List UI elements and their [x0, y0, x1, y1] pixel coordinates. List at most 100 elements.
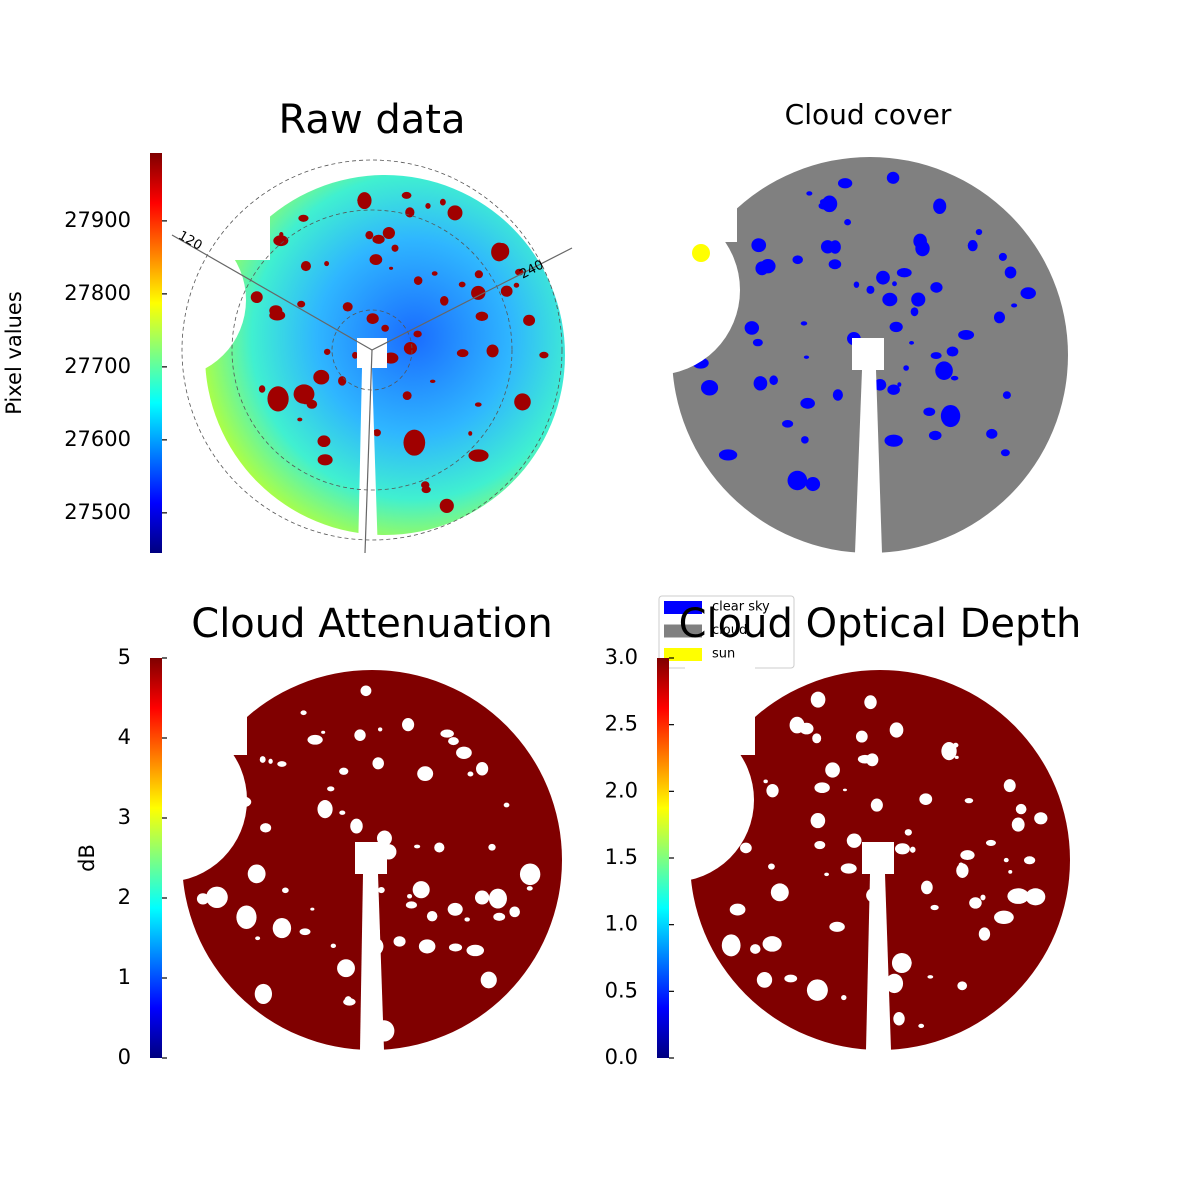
blob [474, 402, 482, 407]
blob [439, 198, 446, 206]
colorbar-label: Pixel values [2, 291, 26, 415]
blob [377, 727, 383, 732]
blob [876, 270, 890, 285]
colorbar-tick-label: 0.0 [605, 1045, 638, 1069]
polar-circle [331, 309, 413, 391]
blob [887, 384, 900, 395]
blob [1000, 449, 1010, 457]
blob [744, 321, 760, 335]
blob [339, 810, 346, 815]
blob [829, 921, 845, 932]
blob [801, 436, 809, 444]
blob [721, 934, 741, 957]
colorbar-tick-label: 0 [118, 1045, 131, 1069]
blob [967, 240, 978, 252]
blob [476, 762, 489, 776]
colorbar-tick-label: 2.5 [605, 712, 638, 736]
blob [980, 894, 986, 901]
blob [837, 178, 853, 189]
blob [412, 881, 430, 899]
blob [750, 944, 761, 954]
blob [500, 285, 513, 297]
blob [402, 391, 412, 401]
blob [447, 205, 463, 221]
blob [933, 198, 947, 215]
blob [812, 733, 822, 744]
colorbar-tick-label: 4 [118, 725, 131, 749]
blob [954, 755, 959, 759]
colorbar-tick-label: 2 [118, 885, 131, 909]
blob [260, 823, 272, 833]
blob [448, 737, 459, 746]
blob [468, 431, 473, 436]
panel-title: Cloud Attenuation [191, 601, 552, 647]
colorbar-tick-label: 27900 [64, 208, 131, 232]
blob [866, 285, 875, 294]
blob [196, 893, 209, 905]
blob [323, 348, 331, 355]
blob [882, 292, 898, 307]
blob [342, 302, 353, 312]
blob [978, 927, 991, 941]
mast-mask [855, 370, 882, 553]
blob [886, 171, 900, 184]
blob [824, 872, 829, 877]
blob [919, 793, 933, 805]
polar-circle [181, 159, 563, 541]
blob [300, 260, 311, 272]
blob [956, 863, 969, 878]
blob [911, 292, 926, 307]
blob [1025, 888, 1046, 906]
blob [330, 943, 336, 948]
blob [354, 729, 366, 741]
blob [357, 192, 372, 210]
blob [300, 710, 307, 716]
blob [317, 454, 333, 466]
blob [818, 202, 830, 210]
blob [360, 685, 372, 697]
blob [1007, 888, 1030, 904]
blob [762, 936, 782, 952]
blob [405, 901, 418, 909]
blob [930, 904, 939, 911]
blob [429, 379, 436, 384]
blob [921, 880, 933, 895]
colorbar-tick-label: 1.5 [605, 845, 638, 869]
blob [946, 346, 959, 357]
blob [486, 344, 499, 358]
colorbar-tick-label: 27600 [64, 427, 131, 451]
blob [993, 311, 1006, 324]
blob [718, 449, 738, 461]
blob [259, 756, 266, 763]
blob [805, 477, 821, 492]
blob [810, 691, 826, 708]
blob [814, 840, 826, 850]
blob [344, 996, 352, 1005]
blob [1015, 803, 1027, 815]
blob [277, 761, 287, 767]
blob [369, 254, 383, 266]
blob [426, 910, 438, 922]
blob [456, 349, 469, 358]
image-top-left-mask [177, 665, 247, 755]
blob [297, 417, 303, 422]
blob [998, 252, 1007, 261]
blob [935, 361, 953, 380]
blob [523, 314, 536, 326]
colorbar [150, 153, 162, 553]
blob [751, 238, 767, 253]
blob [910, 307, 919, 317]
colorbar-tick-label: 5 [118, 645, 131, 669]
blob [366, 313, 379, 324]
sun-marker [692, 244, 710, 262]
blob [753, 376, 768, 391]
blob [282, 887, 289, 894]
blob [440, 295, 449, 306]
blob [488, 843, 496, 851]
blob [889, 722, 904, 738]
blob [206, 886, 228, 909]
blob [491, 242, 508, 262]
blob [372, 234, 385, 244]
